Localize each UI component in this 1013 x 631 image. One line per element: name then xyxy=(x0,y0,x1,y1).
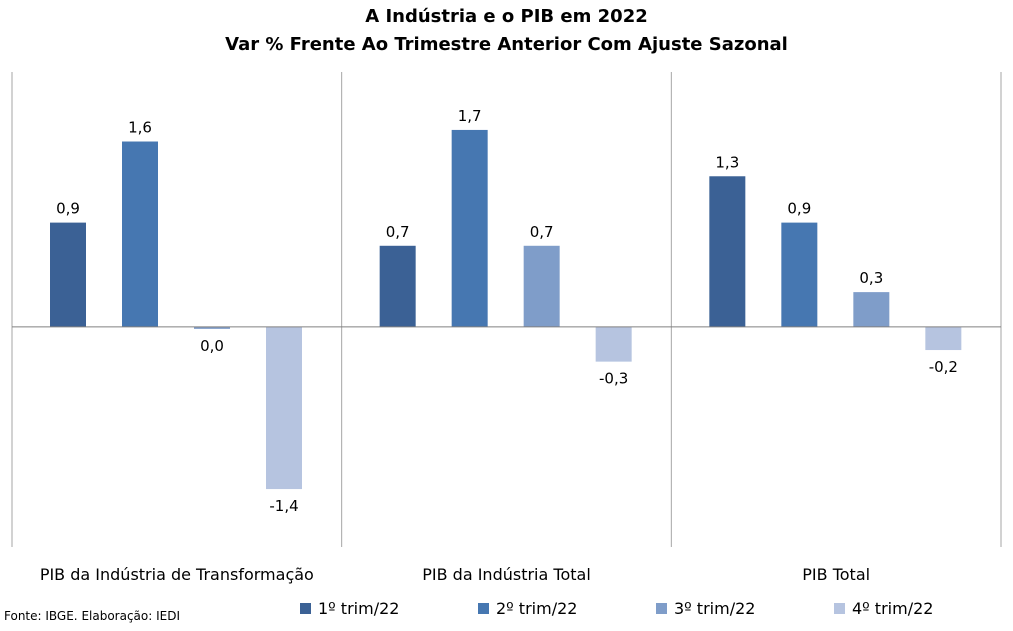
legend-swatch xyxy=(300,603,311,614)
bar xyxy=(853,292,890,327)
bar xyxy=(194,326,230,329)
data-label: -0,2 xyxy=(929,358,958,376)
chart-title: A Indústria e o PIB em 2022 xyxy=(365,6,648,27)
data-label: 1,7 xyxy=(458,107,482,125)
data-label: 0,7 xyxy=(386,223,410,241)
bar xyxy=(122,141,158,327)
data-label: 0,7 xyxy=(530,223,554,241)
chart-subtitle: Var % Frente Ao Trimestre Anterior Com A… xyxy=(225,34,788,55)
legend-swatch xyxy=(656,603,667,614)
legend-swatch xyxy=(478,603,489,614)
bar xyxy=(781,222,818,327)
data-label: 0,3 xyxy=(859,269,883,287)
data-label: 0,0 xyxy=(200,337,224,355)
bar xyxy=(451,129,488,327)
source-note: Fonte: IBGE. Elaboração: IEDI xyxy=(4,609,181,623)
bar xyxy=(523,245,560,327)
legend-label: 3º trim/22 xyxy=(674,599,755,618)
category-label: PIB Total xyxy=(802,565,870,584)
legend-label: 2º trim/22 xyxy=(496,599,577,618)
bar xyxy=(266,326,302,490)
data-label: -0,3 xyxy=(599,370,628,388)
data-label: 1,3 xyxy=(715,153,739,171)
legend-label: 1º trim/22 xyxy=(318,599,399,618)
category-label: PIB da Indústria Total xyxy=(422,565,591,584)
data-label: 1,6 xyxy=(128,119,152,137)
category-label: PIB da Indústria de Transformação xyxy=(40,565,314,584)
data-label: 0,9 xyxy=(787,200,811,218)
data-label: -1,4 xyxy=(269,497,298,515)
legend-swatch xyxy=(834,603,845,614)
bar xyxy=(379,245,416,327)
data-label: 0,9 xyxy=(56,200,80,218)
bar xyxy=(709,176,746,327)
bar xyxy=(595,326,632,362)
bar xyxy=(925,326,962,351)
legend-label: 4º trim/22 xyxy=(852,599,933,618)
bar xyxy=(50,222,86,327)
